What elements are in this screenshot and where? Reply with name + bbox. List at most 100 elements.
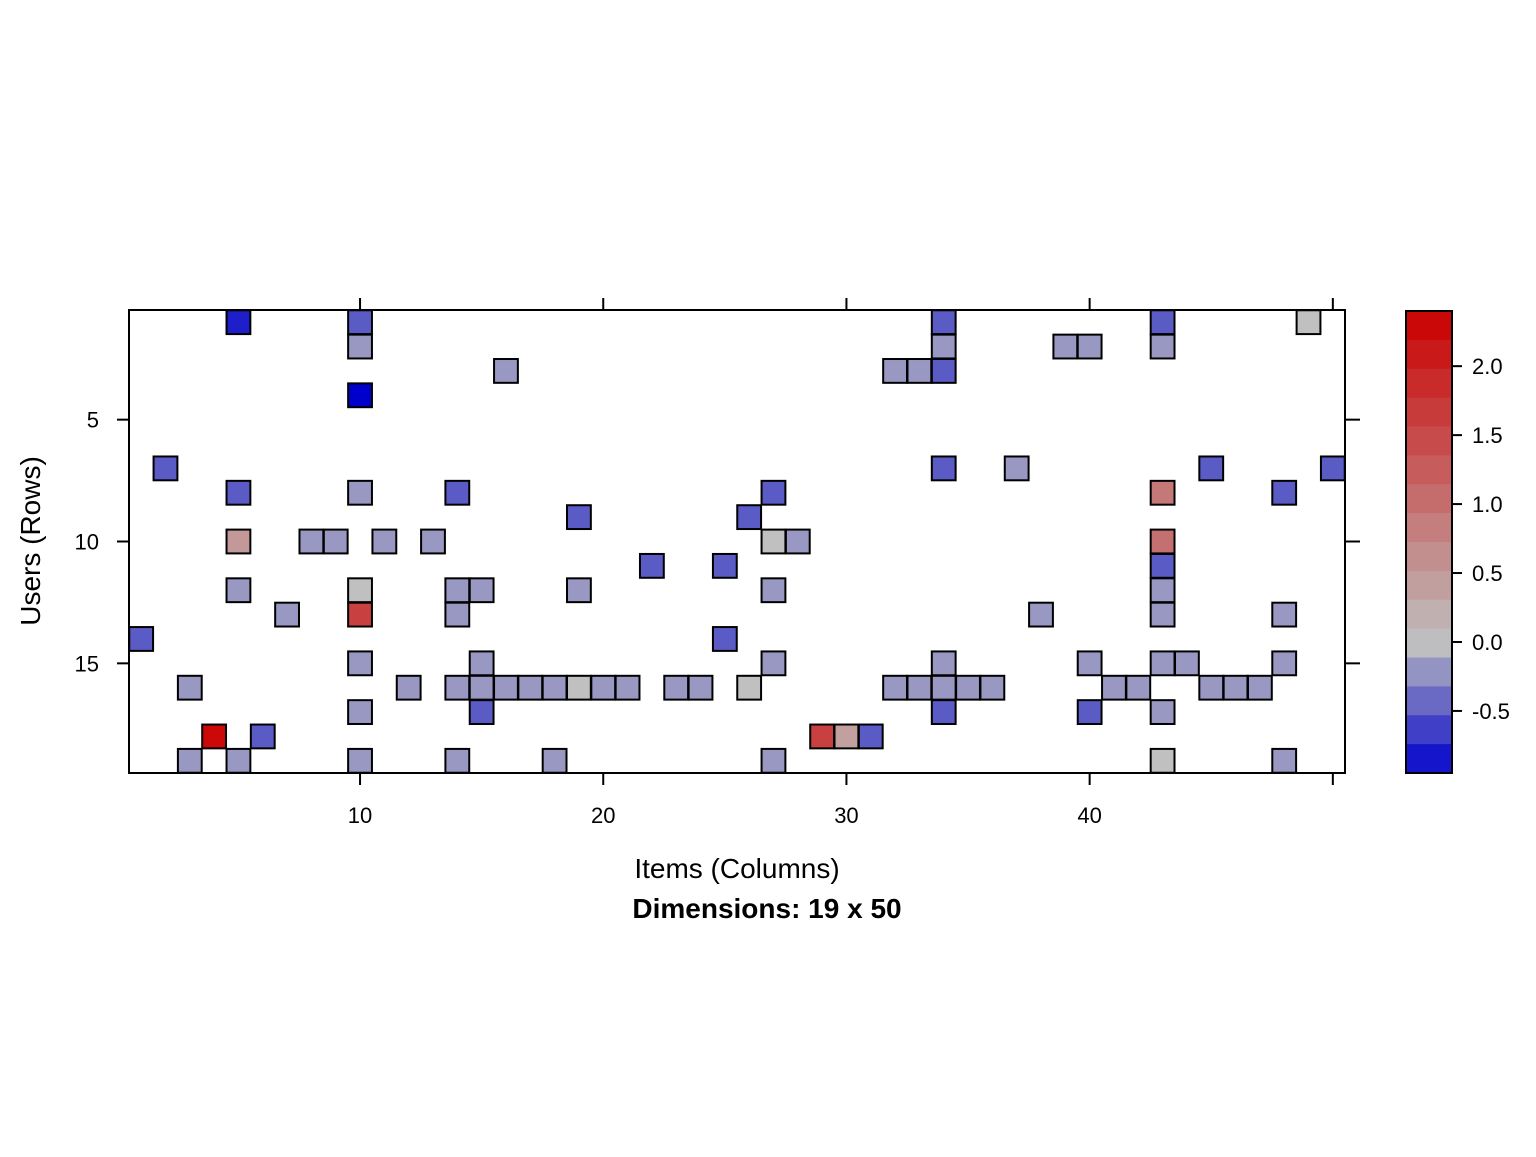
heatmap-cell (347, 577, 373, 604)
colorbar: 2.0 1.5 1.0 0.5 0.0 -0.5 (1405, 310, 1510, 774)
heatmap-cell (176, 747, 203, 774)
heatmap-cell (444, 479, 471, 506)
chart-title: Dimensions: 19 x 50 (632, 893, 901, 924)
heatmap-cell (225, 479, 252, 506)
heatmap-cell (687, 674, 714, 701)
y-axis-title: Users (Rows) (15, 456, 46, 626)
colorbar-tick-label: 0.5 (1472, 561, 1503, 586)
heatmap-cell (517, 674, 544, 701)
heatmap-cell (1076, 650, 1103, 677)
heatmap-cell (930, 699, 957, 725)
heatmap-cell (930, 650, 957, 677)
heatmap-cell (760, 479, 787, 506)
colorbar-tick-label: 1.5 (1472, 423, 1503, 448)
heatmap-cell (225, 747, 252, 774)
heatmap-cell (906, 358, 933, 384)
y-tick-label: 5 (87, 408, 99, 433)
heatmap-cell (736, 504, 763, 531)
heatmap-cell (784, 528, 811, 555)
heatmap-cell (566, 674, 592, 701)
x-tick-label: 30 (834, 803, 858, 828)
colorbar-segment (1406, 657, 1452, 687)
heatmap-cell (322, 528, 349, 555)
heatmap-cell (444, 601, 471, 628)
heatmap-cell (468, 650, 495, 677)
heatmap-cell (1125, 674, 1152, 701)
colorbar-segment (1406, 542, 1452, 572)
colorbar-segment (1406, 513, 1452, 543)
heatmap-cell (809, 723, 836, 750)
heatmap-cell (930, 358, 957, 384)
heatmap-cell (444, 747, 471, 774)
heatmap-cell (347, 309, 373, 336)
x-tick-label: 20 (591, 803, 615, 828)
heatmap-cell (590, 674, 617, 701)
heatmap-cell (347, 699, 373, 725)
colorbar-segment (1406, 368, 1452, 399)
heatmap-cell (347, 601, 373, 628)
colorbar-segment (1406, 686, 1452, 716)
heatmap-cell (371, 528, 398, 555)
colorbar-tick-label: -0.5 (1472, 699, 1510, 724)
heatmap-cell (274, 601, 300, 628)
heatmap-cell (1149, 479, 1176, 506)
heatmap-cell (347, 479, 373, 506)
heatmap-cell (930, 333, 957, 360)
heatmap-cell (979, 674, 1006, 701)
heatmap-cell (663, 674, 690, 701)
heatmap-cell (930, 309, 957, 336)
heatmap-cell (420, 528, 446, 555)
heatmap-cell (1149, 747, 1176, 774)
heatmap-cell (882, 358, 908, 384)
heatmap-cell (298, 528, 325, 555)
heatmap-cell (736, 674, 763, 701)
heatmap-cell (955, 674, 981, 701)
x-axis-title: Items (Columns) (634, 853, 839, 884)
heatmap-cell (468, 674, 495, 701)
heatmap-cell (638, 552, 665, 579)
colorbar-segment (1406, 599, 1452, 630)
heatmap-cell (614, 674, 641, 701)
heatmap-cell (444, 577, 471, 604)
heatmap-cell (444, 674, 471, 701)
heatmap-cell (1149, 699, 1176, 725)
heatmap-cell (760, 577, 787, 604)
colorbar-tick-label: 1.0 (1472, 492, 1503, 517)
heatmap-cell (1271, 601, 1298, 628)
heatmap-cell (1052, 333, 1079, 360)
heatmap-cell (493, 358, 519, 384)
heatmap-cell (1101, 674, 1127, 701)
heatmap-cell (1222, 674, 1249, 701)
heatmap-cell (1198, 674, 1225, 701)
heatmap-cell (1271, 747, 1298, 774)
colorbar-segment (1406, 455, 1452, 485)
heatmap-cell (566, 577, 592, 604)
colorbar-segment (1406, 397, 1452, 428)
colorbar-segment (1406, 570, 1452, 601)
ticks-layer: 10 20 30 40 5 10 15 (75, 298, 1360, 828)
heatmap-cell (1003, 455, 1030, 482)
heatmap-cell (468, 577, 495, 604)
heatmap-cell (1295, 309, 1322, 336)
heatmap-cell (541, 747, 568, 774)
colorbar-segment (1406, 339, 1452, 370)
heatmap-cell (566, 504, 592, 531)
heatmap-cell (760, 650, 787, 677)
heatmap-cell (1149, 601, 1176, 628)
heatmap-cell (1076, 333, 1103, 360)
colorbar-segment (1406, 744, 1452, 774)
heatmap-cell (760, 528, 787, 555)
colorbar-segment (1406, 426, 1452, 456)
heatmap-cell (541, 674, 568, 701)
heatmap-cell (347, 333, 373, 360)
heatmap-cell (128, 626, 155, 652)
heatmap-cell (1149, 552, 1176, 579)
colorbar-tick-label: 0.0 (1472, 630, 1503, 655)
heatmap-cell (930, 455, 957, 482)
heatmap-cell (760, 747, 787, 774)
heatmap-cell (1271, 479, 1298, 506)
heatmap-cell (711, 626, 738, 652)
colorbar-tick-label: 2.0 (1472, 354, 1503, 379)
